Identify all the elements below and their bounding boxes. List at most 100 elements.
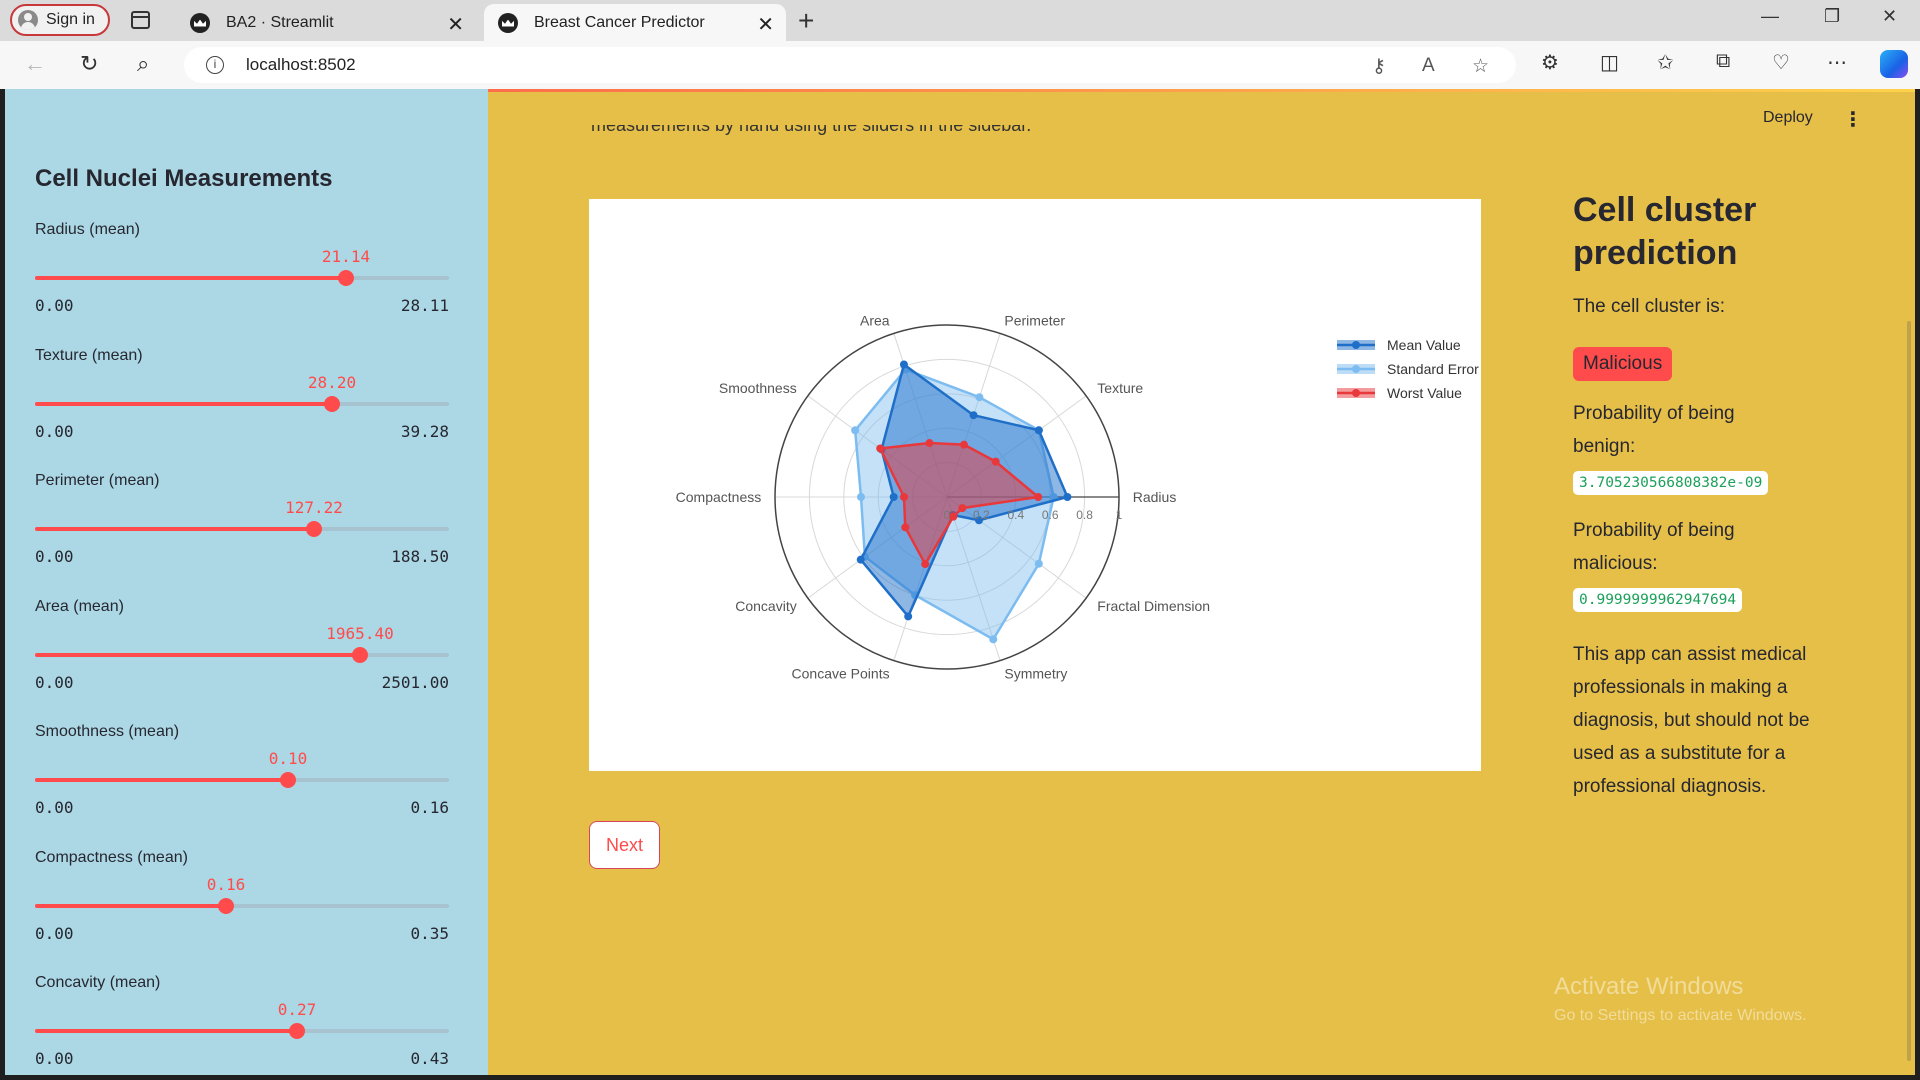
slider-thumb[interactable] bbox=[218, 897, 234, 914]
new-tab-icon[interactable]: + bbox=[798, 5, 815, 36]
slider-min: 0.00 bbox=[35, 1049, 74, 1068]
data-point bbox=[899, 360, 908, 369]
tab-streamlit[interactable]: BA2 · Streamlit ✕ bbox=[176, 4, 476, 41]
tab-breast-cancer-predictor[interactable]: Breast Cancer Predictor ✕ bbox=[484, 4, 786, 41]
restore-icon[interactable]: ❐ bbox=[1824, 6, 1841, 26]
slider-thumb[interactable] bbox=[306, 521, 322, 537]
radial-tick-label: 0.6 bbox=[1042, 508, 1059, 522]
favorites-icon[interactable]: ✩ bbox=[1657, 52, 1674, 74]
data-point bbox=[949, 512, 958, 521]
more-options-icon[interactable]: ⋯ bbox=[1827, 52, 1847, 74]
slider-label: Concavity (mean) bbox=[35, 974, 161, 991]
slider-min: 0.00 bbox=[35, 923, 74, 943]
slider-value: 0.16 bbox=[206, 874, 246, 894]
category-label: Perimeter bbox=[1004, 312, 1065, 328]
slider-thumb[interactable] bbox=[289, 1023, 305, 1039]
slider[interactable]: Compactness (mean) 0.16 0.00 0.35 bbox=[35, 849, 449, 959]
slider[interactable]: Area (mean) 1965.40 0.00 2501.00 bbox=[35, 598, 449, 708]
copilot-icon[interactable] bbox=[1880, 50, 1908, 78]
radial-tick-label: 0 bbox=[944, 508, 951, 522]
intro-text: measurements by hand using the sliders i… bbox=[591, 125, 1032, 135]
minimize-icon[interactable]: — bbox=[1761, 6, 1779, 26]
slider-label: Area (mean) bbox=[35, 597, 124, 615]
read-aloud-icon[interactable]: A bbox=[1422, 55, 1435, 76]
radar-chart-container[interactable]: 0 0.2 0.4 0.6 0.8 1 Radius Texture Perimeter Area… bbox=[589, 199, 1481, 771]
radial-tick-label: 0.8 bbox=[1076, 508, 1093, 522]
slider-thumb[interactable] bbox=[352, 646, 368, 663]
browser-tab-strip: Sign in BA2 · Streamlit ✕ Breast Cancer … bbox=[0, 0, 1920, 41]
data-point bbox=[958, 504, 967, 513]
close-tab-icon[interactable]: ✕ bbox=[757, 14, 774, 36]
category-label: Concavity bbox=[735, 598, 796, 614]
radial-tick-label: 0.4 bbox=[1007, 508, 1024, 522]
slider-min: 0.00 bbox=[35, 547, 74, 566]
back-icon[interactable]: ← bbox=[24, 51, 46, 76]
data-point bbox=[1034, 426, 1043, 435]
radar-chart[interactable]: 0 0.2 0.4 0.6 0.8 1 Radius Texture Perimeter Area… bbox=[589, 199, 1481, 771]
app-page: Cell Nuclei Measurements Radius (mean) 21… bbox=[5, 89, 1915, 1075]
slider-fill bbox=[35, 778, 288, 782]
tab-title: Breast Cancer Predictor bbox=[534, 13, 705, 31]
slider[interactable]: Perimeter (mean) 127.22 0.00 188.50 bbox=[35, 472, 449, 582]
split-screen-icon[interactable]: ◫ bbox=[1600, 52, 1619, 74]
activate-windows-title: Activate Windows bbox=[1554, 973, 1744, 1000]
sign-in-button[interactable]: Sign in bbox=[10, 4, 110, 36]
slider-thumb[interactable] bbox=[338, 270, 354, 286]
slider-fill bbox=[35, 903, 226, 908]
activate-windows-subtitle: Go to Settings to activate Windows. bbox=[1554, 1007, 1807, 1024]
legend-marker bbox=[1352, 365, 1360, 373]
slider-max: 2501.00 bbox=[381, 672, 449, 692]
address-toolbar: ← ↻ ⌕ i localhost:8502 ⚷ A ☆ ⚙ ◫ ✩ ⧉ ♡ ⋯ bbox=[0, 41, 1920, 89]
slider[interactable]: Concavity (mean) 0.27 0.00 0.43 bbox=[35, 974, 449, 1075]
radar-spoke bbox=[946, 496, 1001, 661]
category-label: Texture bbox=[1097, 380, 1143, 396]
close-window-icon[interactable]: ✕ bbox=[1882, 6, 1898, 26]
site-info-icon[interactable]: i bbox=[206, 56, 224, 74]
slider-max: 0.16 bbox=[410, 798, 449, 817]
password-key-icon[interactable]: ⚷ bbox=[1372, 56, 1386, 77]
streamlit-favicon-icon bbox=[498, 12, 518, 33]
collections-icon[interactable]: ⧉ bbox=[1716, 50, 1731, 72]
malicious-probability-value: 0.9999999962947694 bbox=[1573, 588, 1743, 612]
disclaimer-text: This app can assist medical professional… bbox=[1573, 644, 1810, 797]
slider[interactable]: Smoothness (mean) 0.10 0.00 0.16 bbox=[35, 723, 449, 833]
slider-max: 188.50 bbox=[391, 547, 449, 566]
data-point bbox=[991, 457, 1000, 466]
slider-fill bbox=[35, 401, 332, 406]
benign-probability-value: 3.705230566808382e-09 bbox=[1573, 471, 1769, 495]
data-point bbox=[1034, 493, 1043, 501]
address-bar[interactable]: i localhost:8502 ⚷ A ☆ bbox=[184, 47, 1516, 83]
refresh-icon[interactable]: ↻ bbox=[80, 51, 99, 76]
legend-entry: Standard Error bbox=[1387, 361, 1479, 377]
prediction-badge: Malicious bbox=[1573, 347, 1673, 381]
extensions-icon[interactable]: ⚙ bbox=[1541, 52, 1559, 74]
close-tab-icon[interactable]: ✕ bbox=[447, 14, 464, 36]
favorite-star-icon[interactable]: ☆ bbox=[1472, 56, 1490, 77]
slider-value: 127.22 bbox=[285, 498, 343, 517]
url-text[interactable]: localhost:8502 bbox=[246, 55, 356, 74]
data-point bbox=[889, 493, 898, 501]
top-decoration bbox=[5, 89, 1915, 92]
tab-actions-icon[interactable] bbox=[131, 11, 150, 29]
next-button[interactable]: Next bbox=[589, 821, 660, 869]
slider[interactable]: Radius (mean) 21.14 0.00 28.11 bbox=[35, 221, 449, 331]
slider-max: 28.11 bbox=[400, 296, 449, 315]
browser-essentials-icon[interactable]: ♡ bbox=[1772, 52, 1790, 74]
search-icon[interactable]: ⌕ bbox=[137, 51, 150, 76]
slider-track[interactable] bbox=[35, 903, 449, 908]
legend-marker bbox=[1352, 389, 1360, 397]
slider-value: 21.14 bbox=[321, 247, 371, 266]
data-point bbox=[975, 516, 984, 525]
main-menu-icon[interactable]: ⋮ bbox=[1843, 109, 1863, 131]
slider-label: Compactness (mean) bbox=[35, 848, 188, 866]
slider-thumb[interactable] bbox=[324, 395, 340, 412]
slider-thumb[interactable] bbox=[280, 772, 296, 788]
deploy-button[interactable]: Deploy bbox=[1763, 109, 1813, 126]
slider-label: Smoothness (mean) bbox=[35, 723, 180, 740]
main-scrollbar[interactable] bbox=[1907, 321, 1911, 1061]
data-point bbox=[925, 439, 934, 448]
sidebar: Cell Nuclei Measurements Radius (mean) 21… bbox=[5, 89, 488, 1075]
slider[interactable]: Texture (mean) 28.20 0.00 39.28 bbox=[35, 347, 449, 457]
malicious-probability-label: Probability of being malicious: bbox=[1573, 520, 1735, 574]
slider-label: Texture (mean) bbox=[35, 346, 143, 364]
